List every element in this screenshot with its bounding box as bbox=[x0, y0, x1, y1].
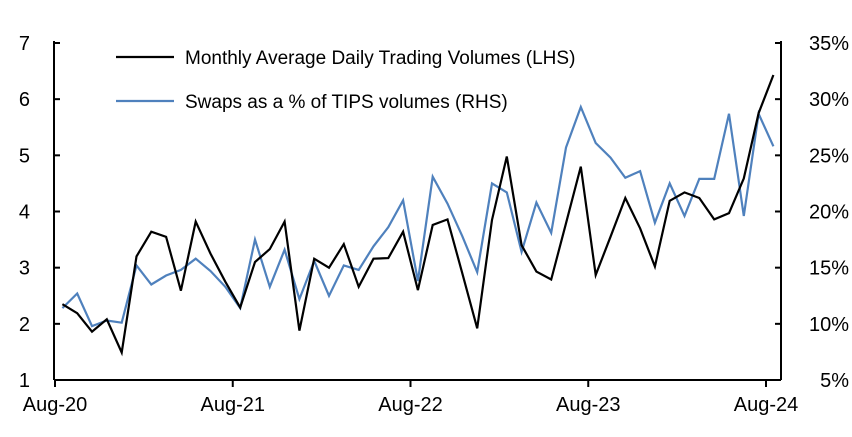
left-tick-label: 4 bbox=[19, 202, 30, 224]
legend-label-swaps: Swaps as a % of TIPS volumes (RHS) bbox=[185, 92, 508, 113]
series-line-left bbox=[62, 75, 773, 353]
x-tick-label: Aug-23 bbox=[556, 394, 621, 416]
x-tick-label: Aug-21 bbox=[201, 394, 266, 416]
left-tick-label: 5 bbox=[19, 145, 30, 167]
right-tick-label: 25% bbox=[809, 145, 849, 167]
left-tick-label: 7 bbox=[19, 33, 30, 55]
left-tick-label: 1 bbox=[19, 370, 30, 392]
legend: Monthly Average Daily Trading Volumes (L… bbox=[116, 48, 575, 113]
left-tick-label: 2 bbox=[19, 314, 30, 336]
right-tick-label: 20% bbox=[809, 202, 849, 224]
x-tick-label: Aug-22 bbox=[378, 394, 443, 416]
right-tick-label: 30% bbox=[809, 89, 849, 111]
x-tick-label: Aug-20 bbox=[23, 394, 88, 416]
right-tick-label: 15% bbox=[809, 258, 849, 280]
right-tick-label: 35% bbox=[809, 33, 849, 55]
left-tick-label: 6 bbox=[19, 89, 30, 111]
legend-label-volumes: Monthly Average Daily Trading Volumes (L… bbox=[185, 48, 575, 69]
right-tick-label: 5% bbox=[820, 370, 849, 392]
left-tick-label: 3 bbox=[19, 258, 30, 280]
right-tick-label: 10% bbox=[809, 314, 849, 336]
series-lines bbox=[62, 75, 773, 353]
x-tick-label: Aug-24 bbox=[734, 394, 799, 416]
